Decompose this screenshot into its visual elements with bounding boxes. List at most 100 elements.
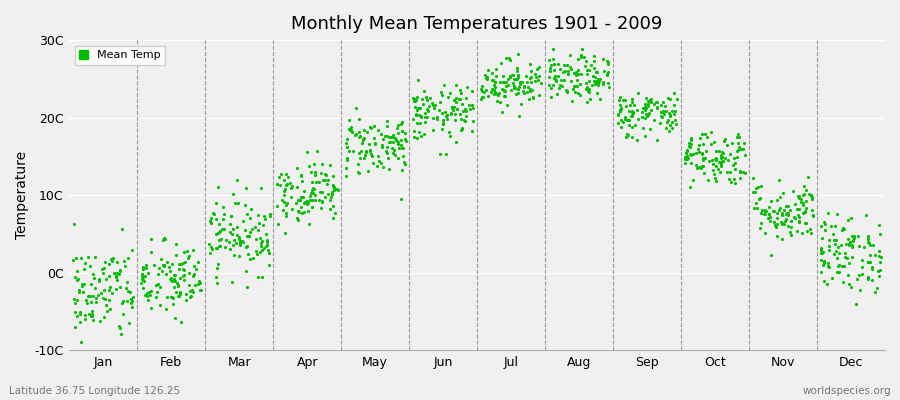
Point: [574, 71, 589, 78]
Point: [492, 78, 507, 85]
Point: [191, 259, 205, 265]
Point: [847, 235, 861, 242]
Point: [103, 306, 117, 312]
Point: [310, 147, 324, 154]
Point: [458, 106, 473, 112]
Point: [103, 297, 117, 303]
Point: [374, 130, 388, 137]
Point: [501, 76, 516, 82]
Point: [738, 170, 752, 176]
Point: [153, 302, 167, 308]
Point: [297, 188, 311, 194]
Point: [853, 286, 868, 293]
Point: [302, 200, 316, 207]
Point: [502, 57, 517, 63]
Point: [300, 198, 314, 204]
Point: [557, 62, 572, 68]
Point: [846, 237, 860, 244]
Point: [799, 220, 814, 227]
Point: [698, 148, 713, 154]
Point: [487, 91, 501, 97]
Point: [798, 208, 813, 214]
Point: [77, 260, 92, 266]
Point: [717, 138, 732, 144]
Point: [780, 212, 795, 218]
Point: [643, 97, 657, 103]
Point: [626, 109, 640, 115]
Point: [313, 205, 328, 211]
Point: [173, 289, 187, 295]
Point: [203, 244, 218, 250]
Point: [173, 274, 187, 281]
Point: [102, 286, 116, 293]
Point: [340, 144, 355, 150]
Point: [439, 116, 454, 122]
Point: [473, 96, 488, 102]
Point: [817, 278, 832, 284]
Point: [530, 77, 544, 83]
Point: [532, 73, 546, 79]
Point: [173, 290, 187, 297]
Point: [631, 90, 645, 96]
Point: [580, 98, 594, 105]
Point: [70, 297, 85, 304]
Point: [480, 75, 494, 82]
Point: [176, 266, 191, 272]
Point: [613, 108, 627, 114]
Point: [254, 185, 268, 191]
Point: [353, 133, 367, 140]
Point: [714, 163, 728, 169]
Point: [271, 220, 285, 227]
Point: [387, 147, 401, 154]
Point: [567, 70, 581, 76]
Point: [670, 96, 684, 102]
Point: [352, 170, 366, 176]
Point: [386, 138, 400, 145]
Point: [314, 189, 328, 196]
Point: [87, 285, 102, 291]
Point: [762, 217, 777, 224]
Point: [277, 192, 292, 198]
Point: [479, 75, 493, 81]
Point: [682, 140, 697, 146]
Point: [627, 122, 642, 128]
Point: [481, 67, 495, 73]
Point: [792, 195, 806, 202]
Point: [435, 126, 449, 133]
Point: [683, 151, 698, 158]
Point: [391, 130, 405, 136]
Point: [696, 162, 710, 169]
Point: [824, 223, 838, 229]
Point: [418, 94, 433, 100]
Point: [823, 246, 837, 253]
Point: [794, 199, 808, 205]
Point: [312, 197, 327, 203]
Point: [596, 81, 610, 87]
Point: [798, 220, 813, 226]
Point: [185, 273, 200, 280]
Point: [448, 138, 463, 145]
Point: [203, 250, 218, 256]
Point: [97, 296, 112, 303]
Point: [661, 119, 675, 126]
Point: [307, 186, 321, 192]
Point: [327, 184, 341, 190]
Point: [436, 121, 450, 128]
Point: [301, 208, 315, 214]
Point: [705, 157, 719, 163]
Point: [786, 188, 800, 194]
Point: [225, 191, 239, 198]
Point: [379, 148, 393, 154]
Point: [116, 258, 130, 264]
Point: [543, 64, 557, 71]
Point: [300, 148, 314, 155]
Point: [708, 178, 723, 184]
Point: [109, 286, 123, 292]
Point: [489, 66, 503, 72]
Point: [772, 207, 787, 214]
Point: [696, 156, 710, 163]
Point: [367, 140, 382, 146]
Point: [102, 273, 116, 279]
Point: [92, 278, 106, 284]
Point: [650, 99, 664, 105]
